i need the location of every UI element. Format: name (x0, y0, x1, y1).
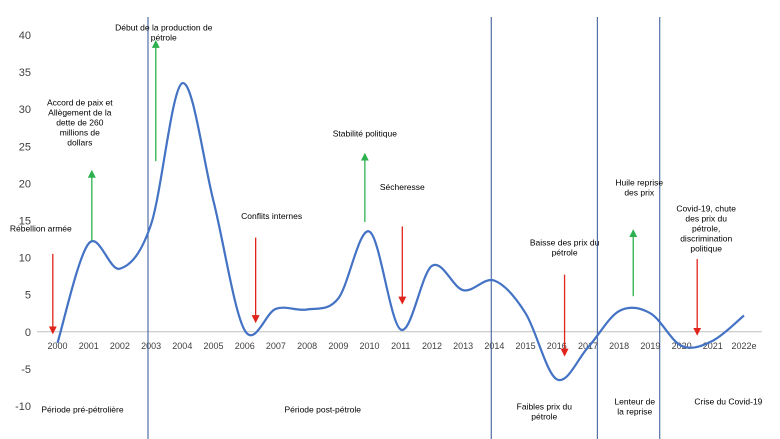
x-tick-label: 2021 (703, 341, 723, 351)
x-tick-label: 2018 (609, 341, 629, 351)
event-label: Baisse des prix du pétrole (530, 238, 600, 258)
x-tick-label: 2000 (47, 341, 67, 351)
data-point (181, 82, 183, 84)
data-point (618, 310, 620, 312)
data-point (369, 231, 371, 233)
event-label: Accord de paix et Allègement de la dette d… (47, 97, 113, 147)
period-label: Crise du Covid-19 (694, 397, 762, 407)
data-point (587, 346, 589, 348)
x-tick-label: 2004 (172, 341, 192, 351)
x-tick-label: 2002 (110, 341, 130, 351)
x-tick-label: 2009 (328, 341, 348, 351)
x-tick-label: 2013 (453, 341, 473, 351)
period-label: Période post-pétrole (284, 405, 361, 415)
y-tick-label: 0 (25, 327, 31, 339)
event-label: Rébellion armée (10, 224, 72, 234)
y-tick-label: 20 (19, 178, 31, 190)
data-point (649, 312, 651, 314)
data-point (244, 329, 246, 331)
y-tick-label: 5 (25, 290, 31, 302)
data-point (88, 243, 90, 245)
data-point (275, 308, 277, 310)
y-tick-label: 35 (19, 67, 31, 79)
data-point (213, 200, 215, 202)
data-point (306, 309, 308, 311)
period-label: Faibles prix du pétrole (517, 402, 573, 422)
x-tick-label: 2006 (235, 341, 255, 351)
period-label: Période pré-pétrolière (41, 405, 123, 415)
event-label: Huile reprise des prix (615, 178, 663, 198)
data-point (681, 345, 683, 347)
y-tick-label: 10 (19, 253, 31, 265)
data-point (493, 280, 495, 282)
data-point (712, 340, 714, 342)
x-tick-label: 2014 (484, 341, 504, 351)
y-tick-label: 40 (19, 30, 31, 42)
x-tick-label: 2007 (266, 341, 286, 351)
event-label: Sécheresse (380, 182, 425, 192)
event-label: Conflits internes (241, 211, 302, 221)
x-tick-label: 2022e (731, 341, 756, 351)
event-label: Stabilité politique (333, 129, 398, 139)
y-tick-label: 25 (19, 141, 31, 153)
event-label: Covid-19, chute des prix du pétrole, discri… (676, 204, 736, 254)
data-point (119, 268, 121, 270)
x-tick-label: 2008 (297, 341, 317, 351)
data-point (525, 312, 527, 314)
data-point (743, 314, 745, 316)
event-label: Début de la production de pétrole (115, 23, 213, 43)
period-label: Lenteur de la reprise (614, 397, 655, 417)
y-tick-label: -10 (15, 401, 31, 413)
x-tick-label: 2015 (516, 341, 536, 351)
data-point (57, 342, 59, 344)
x-tick-label: 2019 (640, 341, 660, 351)
data-point (337, 297, 339, 299)
y-tick-label: 30 (19, 104, 31, 116)
data-point (462, 289, 464, 291)
x-tick-label: 2003 (141, 341, 161, 351)
x-tick-label: 2011 (391, 341, 410, 351)
x-tick-label: 2005 (204, 341, 224, 351)
data-point (431, 265, 433, 267)
series-line (56, 82, 745, 382)
y-tick-label: -5 (21, 364, 31, 376)
x-tick-label: 2012 (422, 341, 442, 351)
y-tick-label: 15 (19, 216, 31, 228)
data-point (400, 329, 402, 331)
data-point (150, 223, 152, 225)
data-point (556, 378, 558, 380)
x-tick-label: 2016 (547, 341, 567, 351)
x-tick-label: 2001 (79, 341, 99, 351)
x-tick-label: 2010 (360, 341, 380, 351)
